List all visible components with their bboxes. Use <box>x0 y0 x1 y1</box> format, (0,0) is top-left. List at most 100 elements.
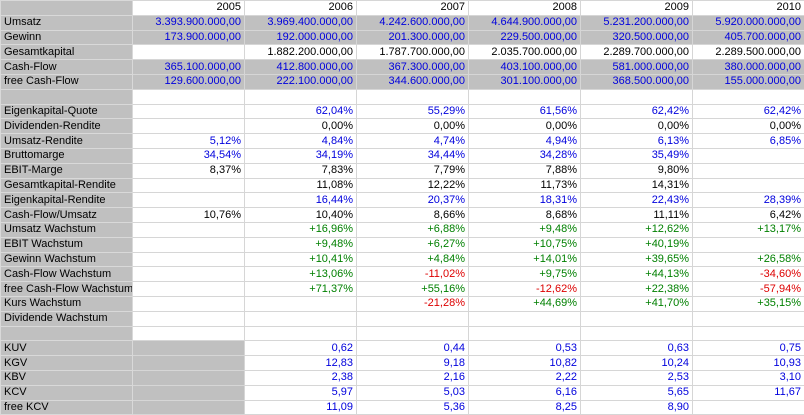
cell-cash-flow-2007[interactable]: 367.300.000,00 <box>356 59 469 75</box>
year-header-2005[interactable]: 2005 <box>132 0 245 16</box>
cell-ebit-marge-2005[interactable]: 8,37% <box>132 162 245 179</box>
cell-gesamtkapital-2007[interactable]: 1.787.700.000,00 <box>356 44 469 61</box>
cell-cash-flow-2010[interactable]: 380.000.000,00 <box>692 59 804 75</box>
cell-free-kcv-2008[interactable]: 8,25 <box>468 399 581 415</box>
year-header-2008[interactable]: 2008 <box>468 0 581 16</box>
cell-kgv-2006[interactable]: 12,83 <box>244 355 357 371</box>
cell-bruttomarge-2005[interactable]: 34,54% <box>132 147 245 164</box>
cell-kuv-2008[interactable]: 0,53 <box>468 340 581 357</box>
cell-kgv-2008[interactable]: 10,82 <box>468 355 581 371</box>
row-label-gewinn[interactable]: Gewinn <box>0 29 133 46</box>
row-label-cash-flow-wachstum[interactable]: Cash-Flow Wachstum <box>0 266 133 283</box>
cell-gesamtkapital-rendite-2005[interactable] <box>132 177 245 194</box>
cell-umsatz-wachstum-2006[interactable]: +16,96% <box>244 221 357 238</box>
cell-kcv-2010[interactable]: 11,67 <box>692 384 804 401</box>
cell-empty-2006[interactable] <box>244 88 357 105</box>
cell-cash-flow-2008[interactable]: 403.100.000,00 <box>468 59 581 75</box>
cell-dividenden-rendite-2007[interactable]: 0,00% <box>356 118 469 135</box>
cell-eigenkapital-rendite-2009[interactable]: 22,43% <box>580 192 693 209</box>
cell-dividenden-rendite-2009[interactable]: 0,00% <box>580 118 693 135</box>
cell-umsatz-2008[interactable]: 4.644.900.000,00 <box>468 14 581 31</box>
cell-empty-2009[interactable] <box>580 325 693 342</box>
cell-empty-2006[interactable] <box>244 325 357 342</box>
cell-eigenkapital-quote-2005[interactable] <box>132 103 245 120</box>
cell-free-cash-flow-2005[interactable]: 129.600.000,00 <box>132 73 245 90</box>
cell-umsatz-2010[interactable]: 5.920.000.000,00 <box>692 14 804 31</box>
row-label-dividende-wachstum[interactable]: Dividende Wachstum <box>0 310 133 327</box>
cell-free-cash-flow-2007[interactable]: 344.600.000,00 <box>356 73 469 90</box>
year-header-2009[interactable]: 2009 <box>580 0 693 16</box>
cell-empty-2007[interactable] <box>356 88 469 105</box>
cell-ebit-wachstum-2010[interactable] <box>692 236 804 253</box>
cell-gesamtkapital-2008[interactable]: 2.035.700.000,00 <box>468 44 581 61</box>
cell-kurs-wachstum-2010[interactable]: +35,15% <box>692 295 804 312</box>
cell-gewinn-2010[interactable]: 405.700.000,00 <box>692 29 804 46</box>
row-label-kgv[interactable]: KGV <box>0 355 133 371</box>
row-label-ebit-wachstum[interactable]: EBIT Wachstum <box>0 236 133 253</box>
cell-cash-flow-umsatz-2005[interactable]: 10,76% <box>132 207 245 223</box>
cell-umsatz-wachstum-2007[interactable]: +6,88% <box>356 221 469 238</box>
row-label-gesamtkapital[interactable]: Gesamtkapital <box>0 44 133 61</box>
cell-gesamtkapital-rendite-2007[interactable]: 12,22% <box>356 177 469 194</box>
cell-cash-flow-wachstum-2007[interactable]: -11,02% <box>356 266 469 283</box>
year-header-2007[interactable]: 2007 <box>356 0 469 16</box>
cell-cash-flow-2009[interactable]: 581.000.000,00 <box>580 59 693 75</box>
cell-kurs-wachstum-2007[interactable]: -21,28% <box>356 295 469 312</box>
cell-ebit-marge-2010[interactable] <box>692 162 804 179</box>
cell-free-cash-flow-wachstum-2008[interactable]: -12,62% <box>468 281 581 297</box>
cell-dividenden-rendite-2010[interactable]: 0,00% <box>692 118 804 135</box>
cell-kbv-2006[interactable]: 2,38 <box>244 369 357 386</box>
cell-ebit-marge-2006[interactable]: 7,83% <box>244 162 357 179</box>
cell-dividenden-rendite-2005[interactable] <box>132 118 245 135</box>
cell-bruttomarge-2008[interactable]: 34,28% <box>468 147 581 164</box>
cell-free-cash-flow-wachstum-2007[interactable]: +55,16% <box>356 281 469 297</box>
cell-free-cash-flow-2008[interactable]: 301.100.000,00 <box>468 73 581 90</box>
cell-cash-flow-wachstum-2006[interactable]: +13,06% <box>244 266 357 283</box>
cell-kurs-wachstum-2005[interactable] <box>132 295 245 312</box>
cell-ebit-wachstum-2008[interactable]: +10,75% <box>468 236 581 253</box>
cell-bruttomarge-2006[interactable]: 34,19% <box>244 147 357 164</box>
cell-empty-2009[interactable] <box>580 88 693 105</box>
cell-kbv-2009[interactable]: 2,53 <box>580 369 693 386</box>
cell-dividende-wachstum-2006[interactable] <box>244 310 357 327</box>
cell-kurs-wachstum-2006[interactable] <box>244 295 357 312</box>
row-label-ebit-marge[interactable]: EBIT-Marge <box>0 162 133 179</box>
cell-umsatz-wachstum-2008[interactable]: +9,48% <box>468 221 581 238</box>
cell-umsatz-wachstum-2009[interactable]: +12,62% <box>580 221 693 238</box>
cell-kcv-2006[interactable]: 5,97 <box>244 384 357 401</box>
cell-empty-2007[interactable] <box>356 325 469 342</box>
cell-eigenkapital-quote-2009[interactable]: 62,42% <box>580 103 693 120</box>
cell-gewinn-2006[interactable]: 192.000.000,00 <box>244 29 357 46</box>
cell-kbv-2010[interactable]: 3,10 <box>692 369 804 386</box>
row-label-gesamtkapital-rendite[interactable]: Gesamtkapital-Rendite <box>0 177 133 194</box>
year-header-2010[interactable]: 2010 <box>692 0 804 16</box>
corner-cell[interactable] <box>0 0 133 16</box>
cell-eigenkapital-quote-2007[interactable]: 55,29% <box>356 103 469 120</box>
row-label-free-kcv[interactable]: free KCV <box>0 399 133 415</box>
cell-kbv-2007[interactable]: 2,16 <box>356 369 469 386</box>
row-label-kbv[interactable]: KBV <box>0 369 133 386</box>
cell-ebit-marge-2008[interactable]: 7,88% <box>468 162 581 179</box>
row-label-free-cash-flow[interactable]: free Cash-Flow <box>0 73 133 90</box>
row-label-empty[interactable] <box>0 88 133 105</box>
cell-umsatz-rendite-2009[interactable]: 6,13% <box>580 133 693 149</box>
cell-gewinn-wachstum-2008[interactable]: +14,01% <box>468 251 581 268</box>
cell-kuv-2007[interactable]: 0,44 <box>356 340 469 357</box>
cell-kuv-2005[interactable] <box>132 340 245 357</box>
cell-umsatz-rendite-2005[interactable]: 5,12% <box>132 133 245 149</box>
row-label-dividenden-rendite[interactable]: Dividenden-Rendite <box>0 118 133 135</box>
cell-kbv-2005[interactable] <box>132 369 245 386</box>
cell-umsatz-rendite-2010[interactable]: 6,85% <box>692 133 804 149</box>
cell-gesamtkapital-rendite-2006[interactable]: 11,08% <box>244 177 357 194</box>
cell-kgv-2007[interactable]: 9,18 <box>356 355 469 371</box>
cell-gewinn-wachstum-2006[interactable]: +10,41% <box>244 251 357 268</box>
row-label-cash-flow-umsatz[interactable]: Cash-Flow/Umsatz <box>0 207 133 223</box>
cell-gewinn-2005[interactable]: 173.900.000,00 <box>132 29 245 46</box>
row-label-kuv[interactable]: KUV <box>0 340 133 357</box>
cell-kurs-wachstum-2008[interactable]: +44,69% <box>468 295 581 312</box>
cell-eigenkapital-rendite-2010[interactable]: 28,39% <box>692 192 804 209</box>
row-label-umsatz-rendite[interactable]: Umsatz-Rendite <box>0 133 133 149</box>
row-label-gewinn-wachstum[interactable]: Gewinn Wachstum <box>0 251 133 268</box>
cell-cash-flow-umsatz-2010[interactable]: 6,42% <box>692 207 804 223</box>
cell-bruttomarge-2010[interactable] <box>692 147 804 164</box>
